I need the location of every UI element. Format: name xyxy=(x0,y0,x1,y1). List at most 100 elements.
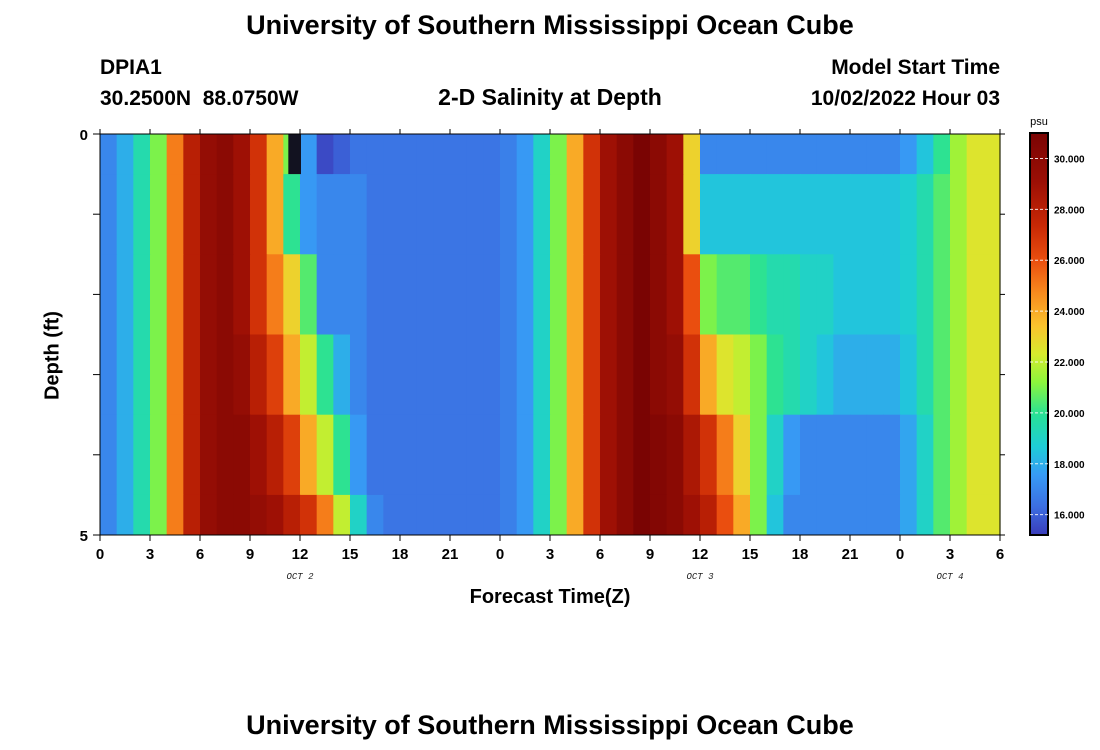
heatmap-cell xyxy=(850,174,868,255)
heatmap-cell xyxy=(533,254,551,335)
heatmap-cell xyxy=(766,174,784,255)
heatmap-cell xyxy=(250,494,268,536)
heatmap-cell xyxy=(650,334,668,416)
heatmap-cell xyxy=(616,414,634,496)
heatmap-cell xyxy=(150,494,168,536)
heatmap-cell xyxy=(150,254,168,335)
heatmap-cell xyxy=(616,134,634,175)
heatmap-cell xyxy=(633,254,651,335)
heatmap-cell xyxy=(683,414,701,496)
heatmap-cell xyxy=(350,174,368,255)
colorbar-bar xyxy=(1029,132,1049,536)
heatmap-cell xyxy=(633,494,651,536)
x-tick-label: 21 xyxy=(442,546,459,563)
heatmap-cell xyxy=(733,414,751,496)
x-date-labels: OCT 2 OCT 3 OCT 4 xyxy=(286,572,963,582)
heatmap-cell xyxy=(566,334,584,416)
heatmap-cell xyxy=(500,254,518,335)
heatmap-cell xyxy=(166,174,184,255)
heatmap-cell xyxy=(233,254,251,335)
heatmap-cell xyxy=(433,414,451,496)
heatmap-cell xyxy=(666,174,684,255)
heatmap-cell xyxy=(316,254,334,335)
heatmap-cell xyxy=(366,174,384,255)
heatmap-cell xyxy=(183,334,201,416)
heatmap-cell xyxy=(200,174,218,255)
heatmap-cell xyxy=(516,414,534,496)
heatmap-cell xyxy=(100,134,118,175)
heatmap-cell xyxy=(450,414,468,496)
x-tick-label: 6 xyxy=(196,546,204,563)
heatmap-cell xyxy=(400,334,418,416)
heatmap-cell xyxy=(116,414,134,496)
heatmap-cell xyxy=(250,174,268,255)
x-date-label: OCT 4 xyxy=(936,572,963,582)
heatmap-cell xyxy=(483,134,501,175)
heatmap-cell xyxy=(666,334,684,416)
heatmap-cell xyxy=(850,134,868,175)
heatmap-cell xyxy=(983,134,1001,175)
heatmap-cell xyxy=(933,414,951,496)
heatmap-cell xyxy=(366,134,384,175)
heatmap-cell xyxy=(733,334,751,416)
heatmap-cell xyxy=(833,134,851,175)
heatmap-cell xyxy=(916,254,934,335)
heatmap-cell xyxy=(383,334,401,416)
heatmap-cell xyxy=(166,414,184,496)
heatmap-cell xyxy=(266,134,284,175)
heatmap-cell xyxy=(533,414,551,496)
colorbar-unit: psu xyxy=(1030,116,1048,128)
heatmap-cell xyxy=(800,134,818,175)
heatmap-cell xyxy=(316,174,334,255)
heatmap-cell xyxy=(633,414,651,496)
heatmap-cell xyxy=(350,334,368,416)
heatmap-cell xyxy=(866,174,884,255)
heatmap-cell xyxy=(966,174,984,255)
heatmap-cell xyxy=(733,174,751,255)
heatmap-cell xyxy=(716,414,734,496)
heatmap-cell xyxy=(550,254,568,335)
y-axis-ticks: 05 xyxy=(80,127,1005,545)
heatmap-cell xyxy=(216,134,234,175)
heatmap-cell xyxy=(583,134,601,175)
heatmap-cell xyxy=(266,414,284,496)
heatmap-cell xyxy=(500,174,518,255)
x-tick-label: 15 xyxy=(342,546,359,563)
heatmap-cell xyxy=(766,494,784,536)
heatmap-cell xyxy=(533,134,551,175)
heatmap-cell xyxy=(500,494,518,536)
heatmap-cell xyxy=(333,174,351,255)
heatmap-cell xyxy=(733,254,751,335)
heatmap-cell xyxy=(633,134,651,175)
heatmap-cell xyxy=(866,134,884,175)
heatmap-cell xyxy=(916,334,934,416)
heatmap-cell xyxy=(466,134,484,175)
heatmap-cell xyxy=(500,414,518,496)
heatmap-cell xyxy=(283,414,301,496)
heatmap-cell xyxy=(650,494,668,536)
heatmap-cell xyxy=(766,254,784,335)
heatmap-cell xyxy=(216,254,234,335)
x-tick-label: 9 xyxy=(646,546,654,563)
heatmap-cell xyxy=(883,334,901,416)
heatmap-cell xyxy=(850,414,868,496)
heatmap-cell xyxy=(266,254,284,335)
heatmap-cell xyxy=(200,334,218,416)
heatmap-cell xyxy=(266,334,284,416)
heatmap-cell xyxy=(383,494,401,536)
heatmap-cell xyxy=(466,414,484,496)
heatmap-cell xyxy=(200,254,218,335)
heatmap-cell xyxy=(750,414,768,496)
heatmap-cell xyxy=(983,254,1001,335)
heatmap-cell xyxy=(600,494,618,536)
heatmap-cell xyxy=(516,254,534,335)
heatmap-cell xyxy=(433,334,451,416)
heatmap-cell xyxy=(216,494,234,536)
heatmap-cell xyxy=(100,494,118,536)
model-start-value: 10/02/2022 Hour 03 xyxy=(810,87,1000,110)
colorbar-tick-label: 30.000 xyxy=(1054,154,1085,165)
heatmap-cell xyxy=(116,494,134,536)
heatmap-cell xyxy=(783,334,801,416)
heatmap-cell xyxy=(933,134,951,175)
model-start-label: Model Start Time xyxy=(831,56,1000,79)
